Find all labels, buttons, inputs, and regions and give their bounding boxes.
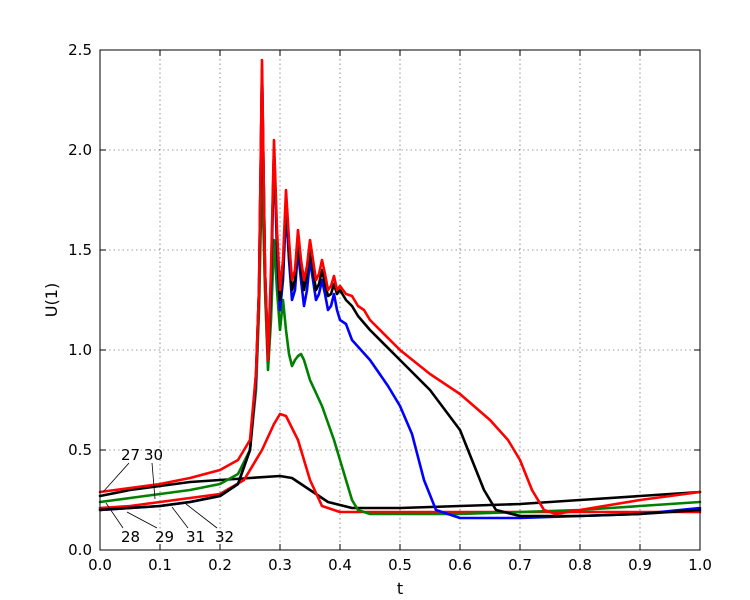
annotation-label: 29 [155,528,174,546]
annotation-label: 31 [186,528,205,546]
x-tick-label: 0.4 [328,556,352,574]
x-tick-label: 0.6 [448,556,472,574]
y-tick-label: 1.5 [68,241,92,259]
x-axis-label: t [397,579,403,598]
annotation-leader [105,502,124,529]
axis-ticks: 0.0 0.1 0.2 0.3 0.4 0.5 0.6 0.7 0.8 0.9 1.0 0.0 0.5 1… [68,41,712,574]
x-tick-label: 0.7 [508,556,532,574]
x-tick-label: 1.0 [688,556,712,574]
y-tick-label: 2.5 [68,41,92,59]
annotation-leader [151,462,156,500]
x-tick-label: 0.8 [568,556,592,574]
x-tick-label: 0.2 [208,556,232,574]
annotation-leader [185,503,218,529]
y-tick-label: 1.0 [68,341,92,359]
x-tick-label: 0.3 [268,556,292,574]
annotation-leader [171,506,189,529]
annotation-leader [126,511,158,529]
y-tick-label: 2.0 [68,141,92,159]
x-tick-label: 0.1 [148,556,172,574]
annotation-label: 30 [144,446,163,464]
series-group [98,58,702,520]
y-tick-label: 0.5 [68,441,92,459]
x-tick-label: 0.5 [388,556,412,574]
annotation-label: 27 [121,446,140,464]
annotations: 27 30 28 29 31 32 [102,446,234,546]
annotation-label: 32 [215,528,234,546]
x-tick-label: 0.0 [88,556,112,574]
grid [99,49,701,551]
series-line-6 [98,58,702,516]
y-axis-label: U(1) [42,283,61,317]
y-tick-label: 0.0 [68,541,92,559]
x-tick-label: 0.9 [628,556,652,574]
annotation-label: 28 [121,528,140,546]
annotation-leader [102,462,130,493]
plot-frame [99,49,701,551]
